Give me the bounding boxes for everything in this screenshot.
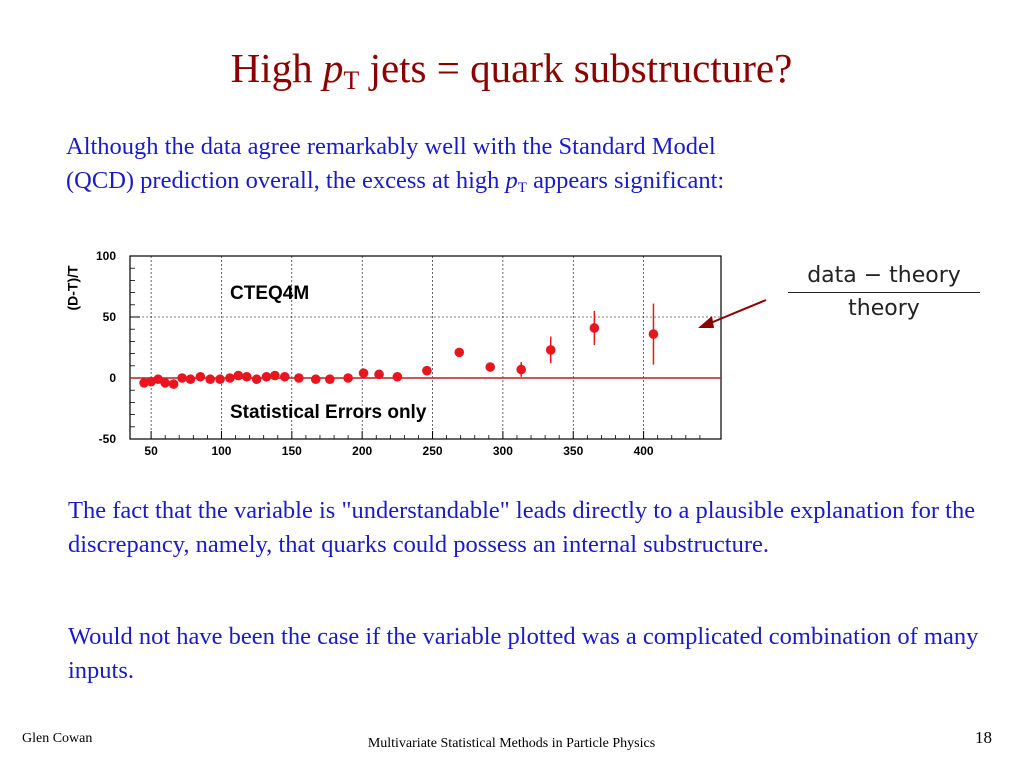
data-point xyxy=(261,371,272,382)
errors-note: Statistical Errors only xyxy=(230,402,427,423)
data-point xyxy=(205,374,216,385)
data-marker xyxy=(160,378,170,388)
y-tick-label: -50 xyxy=(99,432,117,446)
data-marker xyxy=(177,373,187,383)
data-marker xyxy=(454,347,465,358)
residual-chart: -50 0 50 100 50 100 150 200 250 300 350 400 (D-T)/… xyxy=(65,249,722,458)
y-tick-label: 50 xyxy=(103,310,117,324)
data-point xyxy=(185,374,196,385)
data-point xyxy=(215,374,225,385)
data-point xyxy=(168,379,179,389)
data-point xyxy=(589,310,600,346)
formula-numerator: data − theory xyxy=(788,263,980,293)
y-tick-label: 100 xyxy=(96,249,116,263)
data-marker xyxy=(516,364,526,375)
data-marker xyxy=(225,373,235,383)
data-marker xyxy=(205,374,216,385)
data-marker xyxy=(374,369,384,380)
data-marker xyxy=(233,370,244,381)
data-marker xyxy=(485,362,496,372)
data-marker xyxy=(279,371,290,382)
data-marker xyxy=(325,374,335,385)
data-marker xyxy=(648,329,659,339)
model-label: CTEQ4M xyxy=(230,283,309,304)
pointer-arrow xyxy=(698,299,767,328)
data-point xyxy=(545,336,556,364)
x-tick-label: 350 xyxy=(563,444,583,458)
axis-ticks xyxy=(130,255,701,440)
page-number: 18 xyxy=(975,728,992,747)
data-marker xyxy=(310,374,321,385)
x-tick-label: 400 xyxy=(634,444,654,458)
data-marker xyxy=(168,379,179,389)
data-marker xyxy=(422,365,432,376)
data-point xyxy=(516,362,526,377)
x-tick-label: 50 xyxy=(144,444,158,458)
data-point xyxy=(294,373,304,383)
x-tick-label: 150 xyxy=(282,444,302,458)
data-point xyxy=(270,370,280,381)
data-points xyxy=(139,303,659,389)
data-marker xyxy=(589,323,600,333)
arrow-shaft xyxy=(707,299,767,325)
data-point xyxy=(241,371,252,382)
data-point xyxy=(325,374,335,385)
data-point xyxy=(648,303,659,365)
plot-frame xyxy=(129,255,722,440)
data-marker xyxy=(153,374,163,385)
data-marker xyxy=(261,371,272,382)
data-point xyxy=(358,368,369,378)
y-tick-label: 0 xyxy=(109,371,116,385)
data-point xyxy=(374,369,384,380)
data-point xyxy=(422,365,432,376)
y-axis-label: (D-T)/T xyxy=(65,265,81,311)
data-point xyxy=(310,374,321,385)
data-point xyxy=(160,378,170,388)
footer-author: Glen Cowan xyxy=(22,731,93,746)
data-point xyxy=(177,373,187,383)
x-tick-label: 300 xyxy=(493,444,513,458)
data-marker xyxy=(294,373,304,383)
y-tick-labels: -50 0 50 100 xyxy=(96,249,116,446)
x-tick-label: 100 xyxy=(211,444,231,458)
data-point xyxy=(153,374,163,385)
x-tick-label: 200 xyxy=(352,444,372,458)
x-tick-label: 250 xyxy=(423,444,443,458)
data-point xyxy=(233,370,244,381)
data-point xyxy=(454,347,465,358)
data-point xyxy=(343,373,353,383)
intro-paragraph: Although the data agree remarkably well … xyxy=(66,133,725,196)
data-marker xyxy=(545,345,556,355)
data-point xyxy=(251,374,262,385)
data-marker xyxy=(343,373,353,383)
explanation-paragraph: The fact that the variable is "understan… xyxy=(68,497,976,558)
data-marker xyxy=(215,374,225,385)
footer-course: Multivariate Statistical Methods in Part… xyxy=(367,736,656,751)
x-tick-labels: 50 100 150 200 250 300 350 400 xyxy=(144,444,654,458)
data-point xyxy=(195,371,206,382)
conclusion-paragraph: Would not have been the case if the vari… xyxy=(68,623,979,684)
data-marker xyxy=(195,371,206,382)
data-marker xyxy=(270,370,280,381)
formula-denominator: theory xyxy=(848,296,920,321)
slide-title: High pT jets = quark substructure? xyxy=(230,45,793,95)
data-point xyxy=(392,371,403,382)
data-marker xyxy=(251,374,262,385)
data-marker xyxy=(358,368,369,378)
data-marker xyxy=(392,371,403,382)
data-marker xyxy=(185,374,196,385)
residual-formula: data − theory theory xyxy=(788,263,980,321)
arrow-head xyxy=(698,316,714,328)
data-marker xyxy=(241,371,252,382)
data-point xyxy=(485,362,496,372)
data-point xyxy=(225,373,235,383)
data-point xyxy=(279,371,290,382)
